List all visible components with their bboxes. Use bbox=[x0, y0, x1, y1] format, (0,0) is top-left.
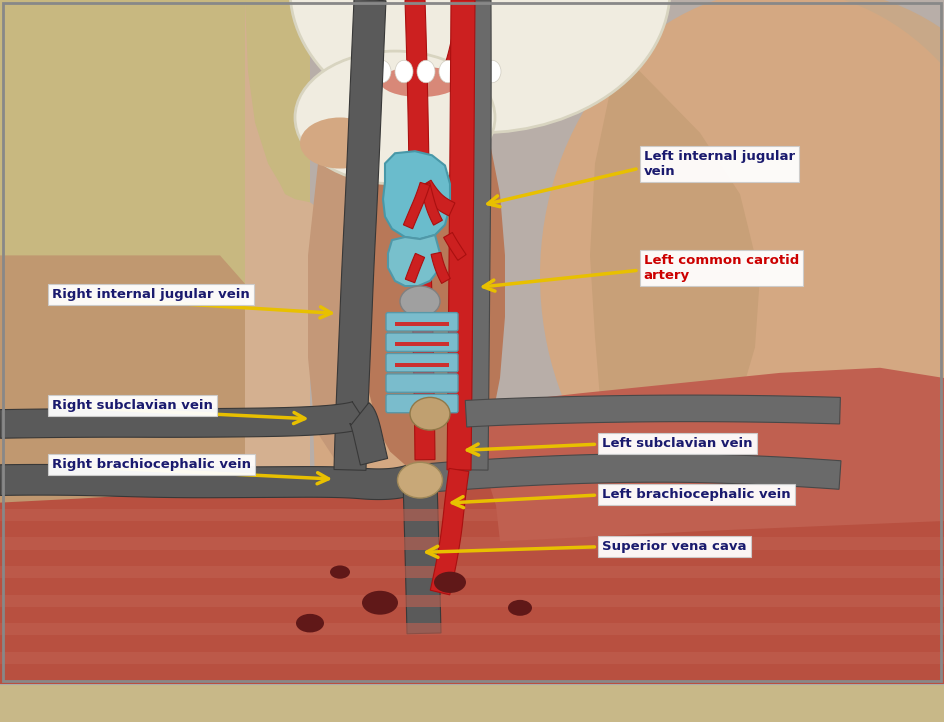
Text: Left subclavian vein: Left subclavian vein bbox=[602, 437, 752, 450]
Ellipse shape bbox=[351, 60, 369, 83]
Ellipse shape bbox=[410, 397, 450, 430]
Polygon shape bbox=[350, 403, 388, 465]
Ellipse shape bbox=[461, 60, 479, 83]
Ellipse shape bbox=[439, 60, 457, 83]
Polygon shape bbox=[447, 0, 475, 470]
Polygon shape bbox=[408, 453, 841, 495]
Polygon shape bbox=[405, 253, 425, 283]
Bar bbox=[0, 594, 944, 606]
Ellipse shape bbox=[508, 600, 532, 616]
Polygon shape bbox=[0, 401, 368, 438]
Bar bbox=[0, 652, 944, 664]
FancyBboxPatch shape bbox=[386, 333, 458, 352]
Text: Right subclavian vein: Right subclavian vein bbox=[52, 399, 212, 412]
Polygon shape bbox=[465, 395, 840, 427]
Polygon shape bbox=[0, 464, 414, 500]
Polygon shape bbox=[403, 183, 430, 229]
Text: Left common carotid
artery: Left common carotid artery bbox=[644, 254, 799, 282]
Ellipse shape bbox=[397, 462, 443, 498]
Ellipse shape bbox=[434, 572, 466, 593]
Bar bbox=[395, 362, 449, 367]
Polygon shape bbox=[444, 30, 467, 74]
Bar bbox=[395, 322, 449, 326]
Polygon shape bbox=[245, 0, 334, 684]
Text: Superior vena cava: Superior vena cava bbox=[602, 540, 747, 553]
Ellipse shape bbox=[295, 51, 495, 184]
Polygon shape bbox=[308, 51, 385, 460]
Ellipse shape bbox=[362, 591, 398, 614]
Polygon shape bbox=[431, 252, 450, 284]
Polygon shape bbox=[420, 183, 443, 225]
Polygon shape bbox=[0, 482, 944, 684]
Polygon shape bbox=[310, 133, 450, 638]
Polygon shape bbox=[430, 469, 469, 595]
Bar bbox=[310, 0, 944, 684]
Polygon shape bbox=[405, 0, 435, 460]
Bar bbox=[395, 342, 449, 347]
Text: Left internal jugular
vein: Left internal jugular vein bbox=[644, 150, 795, 178]
Ellipse shape bbox=[296, 614, 324, 632]
Ellipse shape bbox=[290, 0, 670, 133]
Ellipse shape bbox=[395, 60, 413, 83]
Bar bbox=[0, 623, 944, 635]
Polygon shape bbox=[478, 367, 944, 542]
Ellipse shape bbox=[300, 118, 380, 168]
Ellipse shape bbox=[540, 0, 944, 562]
Polygon shape bbox=[383, 151, 450, 239]
Text: Right brachiocephalic vein: Right brachiocephalic vein bbox=[52, 458, 251, 471]
Polygon shape bbox=[0, 256, 310, 684]
Ellipse shape bbox=[330, 565, 350, 579]
Polygon shape bbox=[403, 479, 441, 634]
Bar bbox=[0, 509, 944, 521]
Ellipse shape bbox=[483, 60, 501, 83]
Ellipse shape bbox=[570, 0, 944, 603]
FancyBboxPatch shape bbox=[386, 394, 458, 413]
Bar bbox=[0, 566, 944, 578]
Ellipse shape bbox=[417, 60, 435, 83]
FancyBboxPatch shape bbox=[386, 354, 458, 372]
FancyBboxPatch shape bbox=[386, 374, 458, 392]
Polygon shape bbox=[419, 180, 455, 216]
Ellipse shape bbox=[400, 286, 440, 317]
Polygon shape bbox=[444, 232, 466, 261]
FancyBboxPatch shape bbox=[386, 313, 458, 331]
Ellipse shape bbox=[373, 60, 391, 83]
Polygon shape bbox=[480, 0, 760, 472]
Ellipse shape bbox=[380, 66, 460, 97]
Bar bbox=[0, 537, 944, 549]
Text: Left brachiocephalic vein: Left brachiocephalic vein bbox=[602, 487, 791, 500]
Polygon shape bbox=[388, 235, 440, 286]
Text: Right internal jugular vein: Right internal jugular vein bbox=[52, 288, 249, 301]
Polygon shape bbox=[334, 0, 386, 470]
Polygon shape bbox=[335, 41, 505, 475]
Polygon shape bbox=[456, 0, 491, 470]
Bar bbox=[0, 0, 310, 684]
